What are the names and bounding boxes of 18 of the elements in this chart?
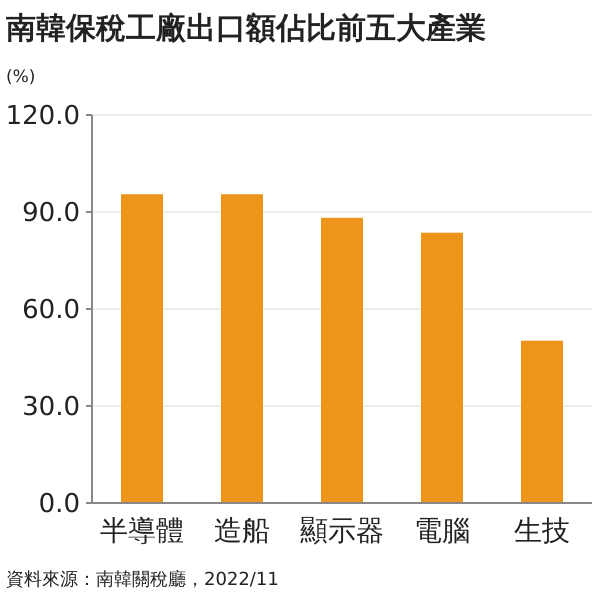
chart-title: 南韓保稅工廠出口額佔比前五大產業 <box>6 11 486 46</box>
y-tick-label: 30.0 <box>22 392 80 422</box>
y-tick-label: 90.0 <box>22 198 80 228</box>
bar <box>421 232 463 503</box>
bar <box>121 194 163 503</box>
x-tick-label: 電腦 <box>414 514 470 547</box>
y-tick-label: 120.0 <box>6 101 80 131</box>
x-tick-label: 造船 <box>214 514 270 547</box>
bar <box>221 194 263 503</box>
y-axis-title: (%) <box>6 67 36 87</box>
source-note: 資料來源：南韓關稅廳，2022/11 <box>6 569 279 590</box>
y-tick-label: 0.0 <box>38 489 80 519</box>
x-tick-label: 半導體 <box>100 514 184 547</box>
x-tick-label: 生技 <box>514 514 570 547</box>
x-tick-label: 顯示器 <box>300 514 384 547</box>
bar <box>521 340 563 503</box>
bar <box>321 218 363 503</box>
y-tick-label: 60.0 <box>22 295 80 325</box>
